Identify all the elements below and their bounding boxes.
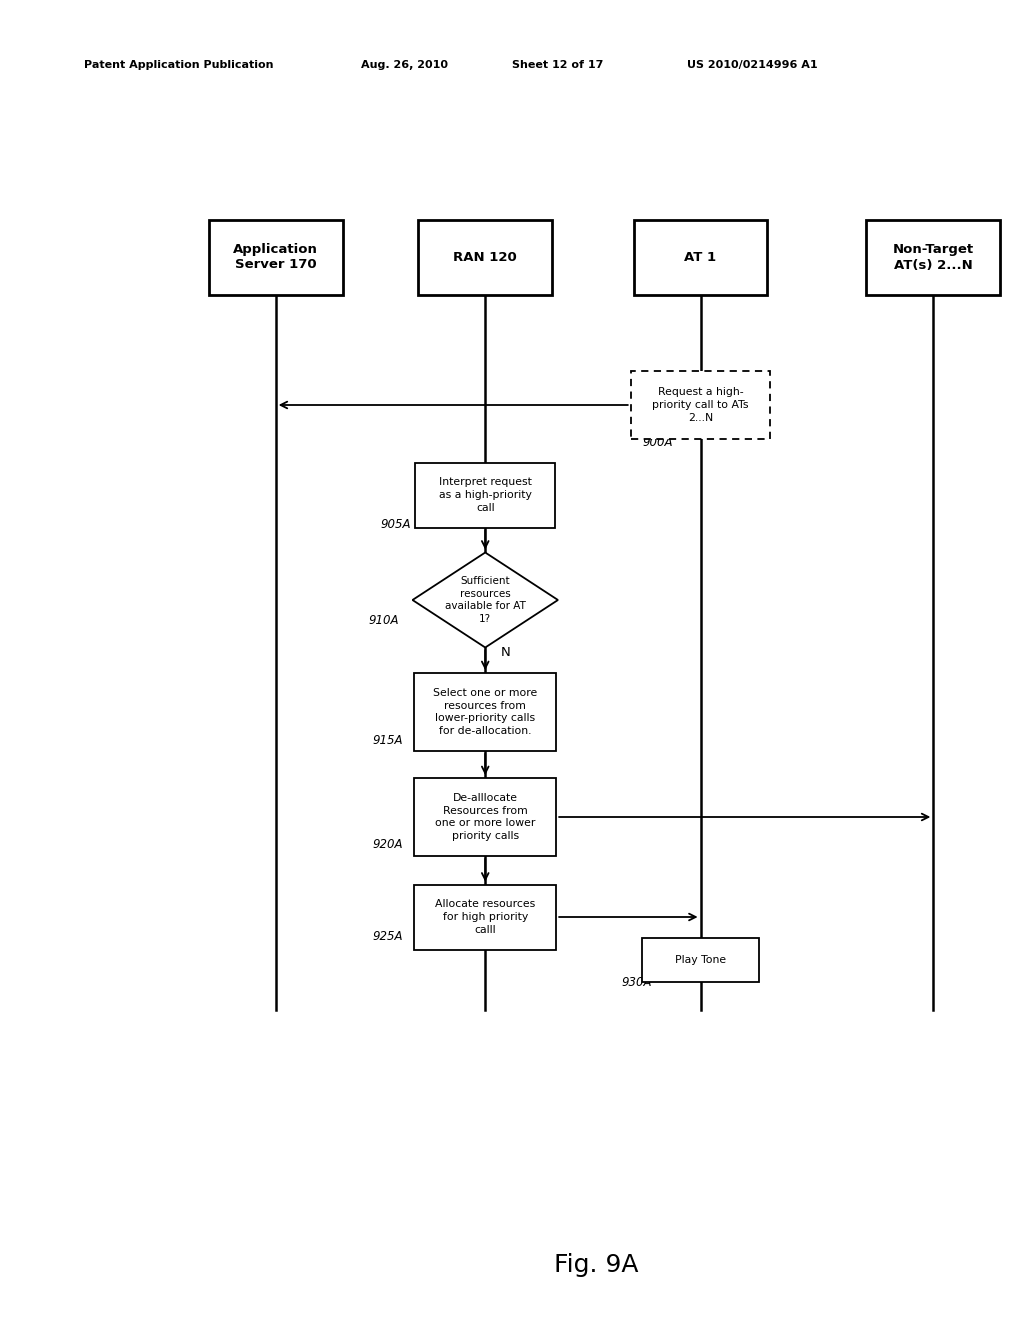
Text: Non-Target
AT(s) 2...N: Non-Target AT(s) 2...N [893, 243, 974, 272]
Polygon shape [413, 553, 558, 648]
Text: RAN 120: RAN 120 [454, 251, 517, 264]
Text: Request a high-
priority call to ATs
2...N: Request a high- priority call to ATs 2..… [652, 387, 749, 422]
FancyBboxPatch shape [415, 884, 556, 949]
FancyBboxPatch shape [634, 220, 767, 294]
Text: 920A: 920A [373, 838, 402, 851]
FancyBboxPatch shape [416, 462, 555, 528]
FancyBboxPatch shape [419, 220, 552, 294]
FancyBboxPatch shape [415, 673, 556, 751]
Text: Application
Server 170: Application Server 170 [233, 243, 318, 272]
Text: 910A: 910A [369, 614, 399, 627]
Text: 925A: 925A [373, 931, 402, 944]
FancyBboxPatch shape [415, 777, 556, 855]
Text: N: N [501, 647, 510, 660]
Text: De-alllocate
Resources from
one or more lower
priority calls: De-alllocate Resources from one or more … [435, 793, 536, 841]
Text: Allocate resources
for high priority
calll: Allocate resources for high priority cal… [435, 899, 536, 935]
Text: Sheet 12 of 17: Sheet 12 of 17 [512, 59, 603, 70]
FancyBboxPatch shape [631, 371, 770, 440]
Text: Fig. 9A: Fig. 9A [554, 1253, 638, 1276]
Text: AT 1: AT 1 [684, 251, 717, 264]
FancyBboxPatch shape [642, 939, 759, 982]
Text: Patent Application Publication: Patent Application Publication [84, 59, 273, 70]
FancyBboxPatch shape [866, 220, 1000, 294]
Text: 915A: 915A [373, 734, 402, 747]
Text: 905A: 905A [381, 519, 411, 532]
Text: 930A: 930A [622, 977, 652, 990]
Text: Sufficient
resources
available for AT
1?: Sufficient resources available for AT 1? [444, 577, 525, 623]
Text: Aug. 26, 2010: Aug. 26, 2010 [360, 59, 447, 70]
Text: Interpret request
as a high-priority
call: Interpret request as a high-priority cal… [439, 478, 531, 512]
Text: Select one or more
resources from
lower-priority calls
for de-allocation.: Select one or more resources from lower-… [433, 688, 538, 737]
Text: Play Tone: Play Tone [675, 954, 726, 965]
Text: US 2010/0214996 A1: US 2010/0214996 A1 [686, 59, 817, 70]
FancyBboxPatch shape [209, 220, 343, 294]
Text: 900A: 900A [642, 437, 673, 450]
